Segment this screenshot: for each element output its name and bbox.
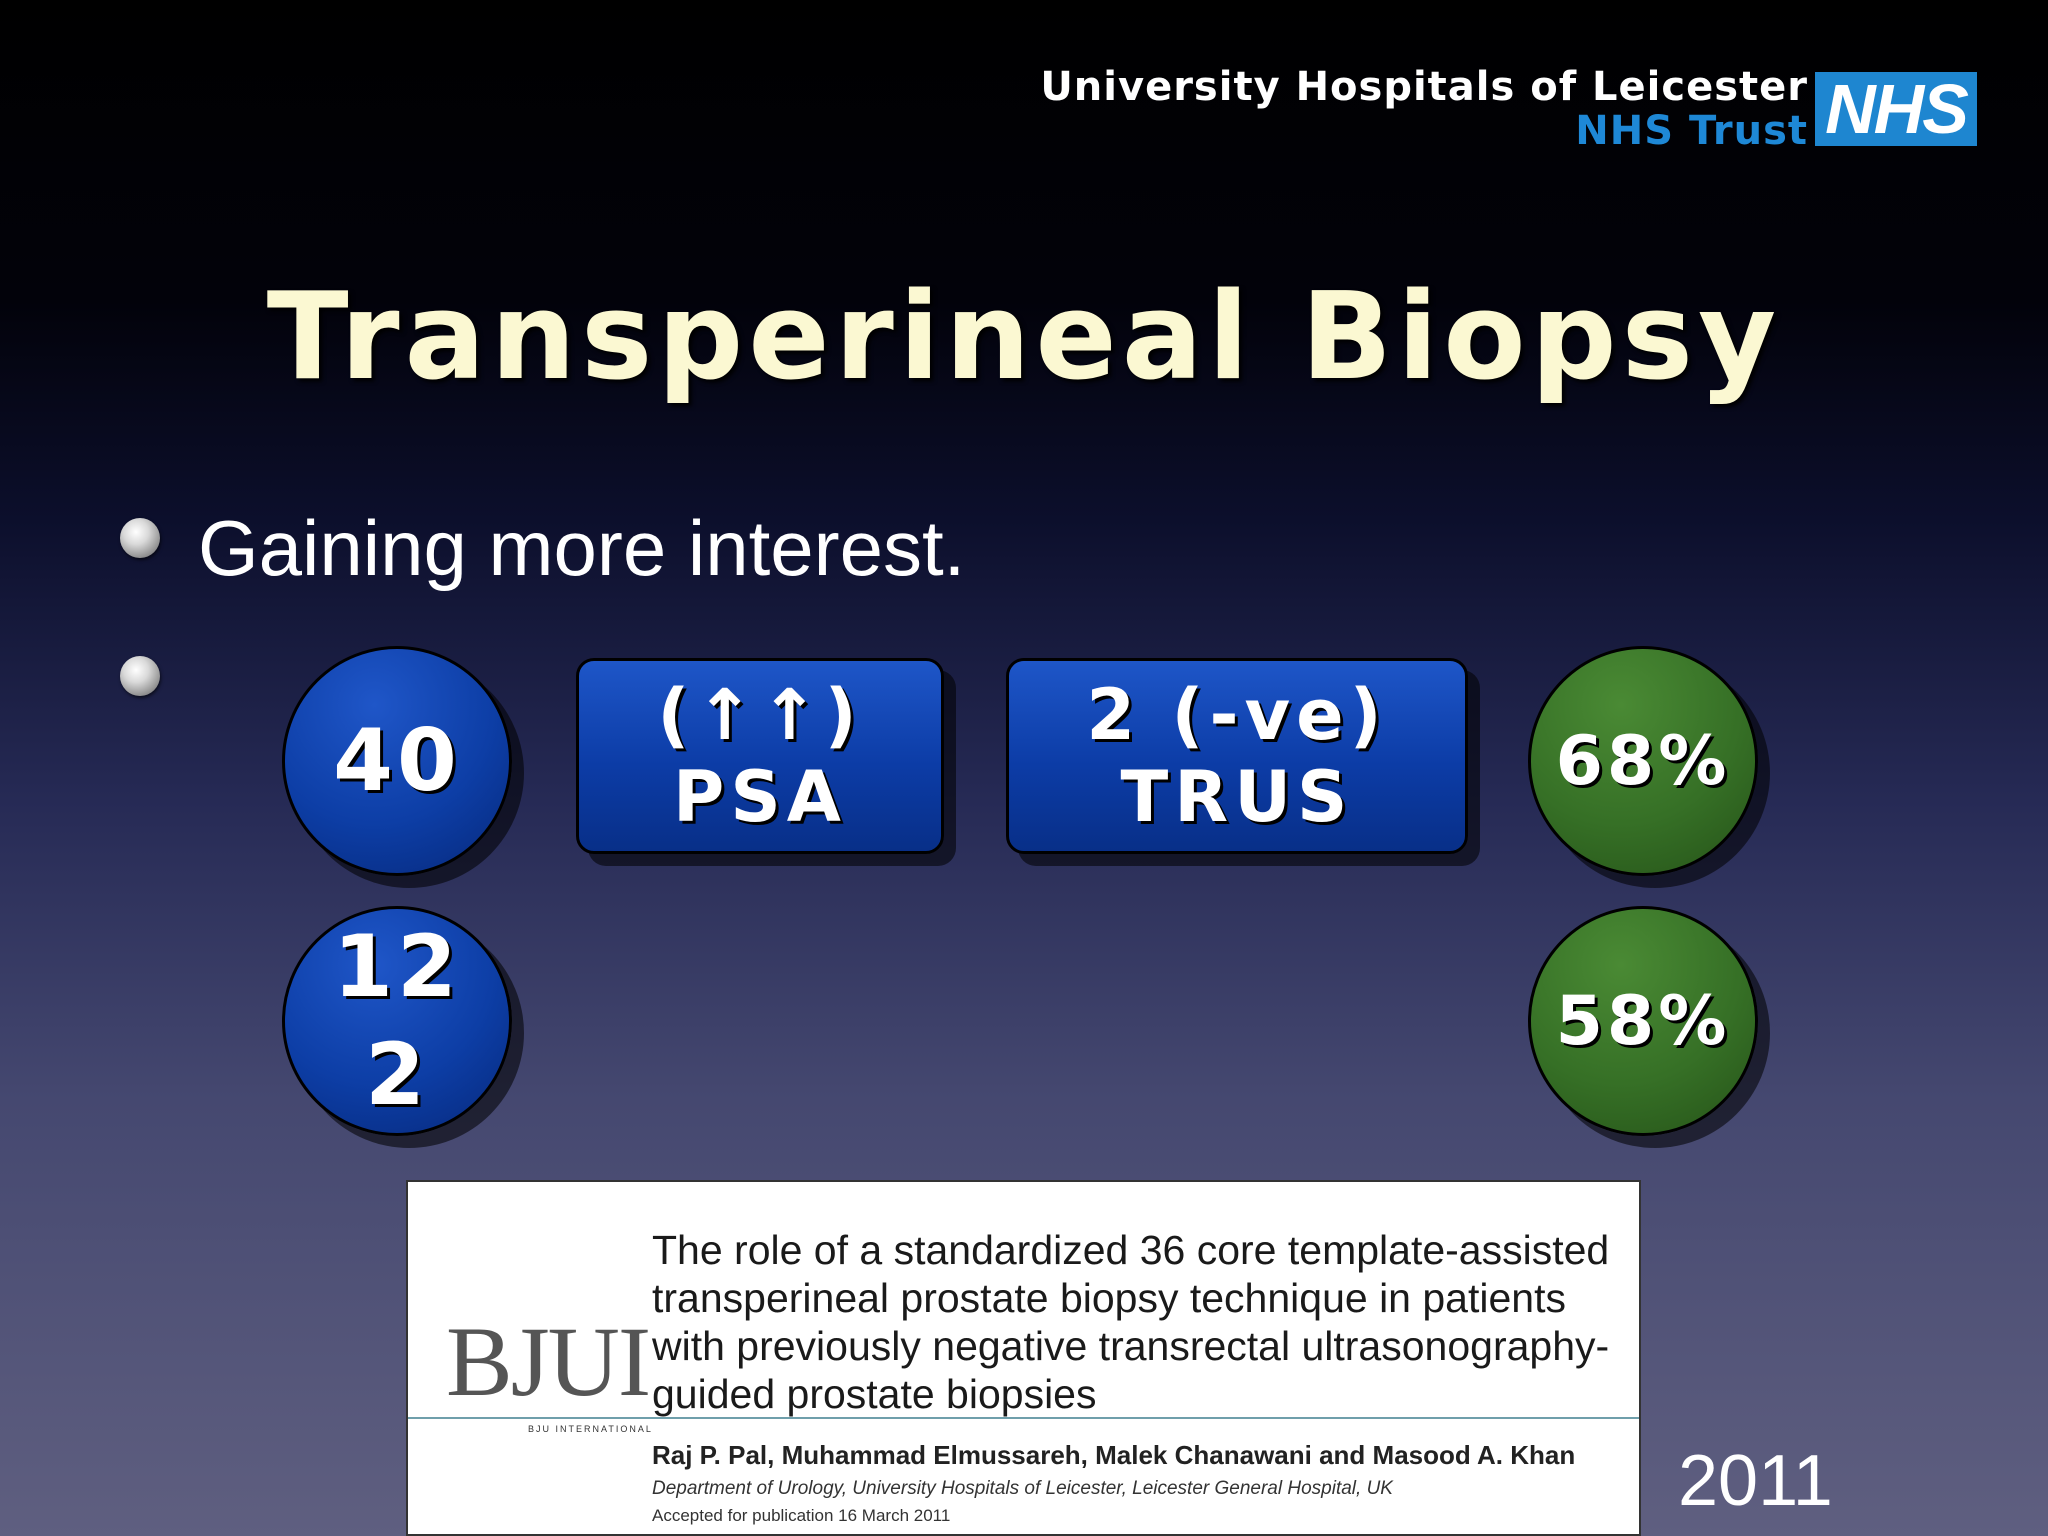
year-label: 2011: [1678, 1441, 1833, 1521]
stat-box-trus: 2 (-ve) TRUS: [1006, 658, 1468, 854]
paper-title: The role of a standardized 36 core templ…: [652, 1227, 1610, 1417]
nhs-logo: NHS: [1815, 72, 1977, 146]
stat-label: TRUS: [1120, 756, 1354, 838]
stat-value: (↑↑): [657, 674, 863, 756]
bullet-text: Gaining more interest.: [198, 504, 966, 592]
stat-value: 58%: [1555, 981, 1731, 1061]
stat-circle-cores-2: 12 2: [282, 906, 512, 1136]
paper-accepted: Accepted for publication 16 March 2011: [652, 1506, 951, 1525]
slide-title: Transperineal Biopsy: [266, 268, 1782, 407]
stat-value: 40: [333, 711, 461, 811]
stat-circle-cores: 40: [282, 646, 512, 876]
stat-label: PSA: [673, 756, 847, 838]
bullet-icon: [120, 656, 160, 696]
stat-box-psa: (↑↑) PSA: [576, 658, 944, 854]
stat-circle-detection-58: 58%: [1528, 906, 1758, 1136]
divider: [408, 1417, 1639, 1419]
bullet-icon: [120, 518, 160, 558]
journal-logo: BJUI: [446, 1306, 651, 1417]
stat-value: 2 (-ve): [1086, 674, 1388, 756]
org-name-line2: NHS Trust: [1575, 108, 1808, 154]
stat-value-2: 2: [365, 1025, 429, 1125]
stat-circle-detection-68: 68%: [1528, 646, 1758, 876]
stat-value: 68%: [1555, 721, 1731, 801]
paper-department: Department of Urology, University Hospit…: [652, 1478, 1393, 1499]
paper-citation: BJUI BJU INTERNATIONAL The role of a sta…: [406, 1180, 1641, 1536]
stat-value: 12: [333, 917, 461, 1017]
paper-authors: Raj P. Pal, Muhammad Elmussareh, Malek C…: [652, 1440, 1576, 1470]
journal-subtitle: BJU INTERNATIONAL: [528, 1424, 653, 1434]
org-name-line1: University Hospitals of Leicester: [1040, 64, 1808, 110]
